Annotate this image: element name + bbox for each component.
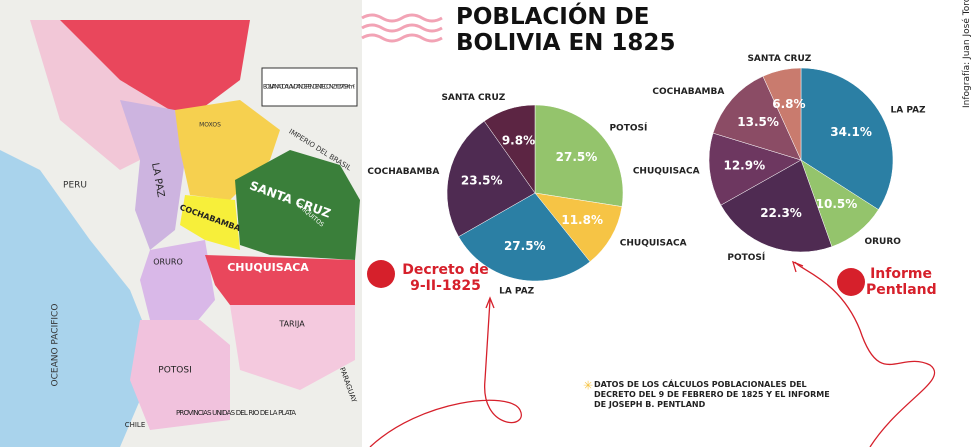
la-paz-region bbox=[120, 100, 185, 250]
note-icon: ✳ bbox=[583, 379, 593, 393]
arrows bbox=[369, 260, 936, 447]
value-label: 10.5% bbox=[816, 197, 858, 211]
chart-marker bbox=[367, 260, 395, 288]
map-label: POTOSI bbox=[158, 366, 191, 376]
map bbox=[0, 0, 362, 447]
pie-slice bbox=[800, 67, 894, 210]
category-label: SANTA CRUZ bbox=[441, 93, 505, 103]
cochabamba-region bbox=[180, 195, 240, 250]
value-label: 12.9% bbox=[723, 159, 765, 173]
category-label: LA PAZ bbox=[890, 106, 926, 116]
north-region bbox=[60, 20, 250, 110]
pie-slice bbox=[720, 159, 833, 253]
map-label: MOXOS bbox=[199, 122, 221, 129]
map-label: BOLIVIA NACIO A LA VIDA INDEPENDIENTE CO… bbox=[263, 84, 355, 91]
map-caption-box bbox=[261, 67, 358, 107]
map-label: OCEANO PACIFICO bbox=[51, 304, 61, 387]
pie-slice bbox=[534, 104, 624, 207]
category-label: POTOSÍ bbox=[609, 121, 648, 133]
category-label: LA PAZ bbox=[499, 287, 535, 297]
wave-icon bbox=[361, 13, 443, 43]
pie-slice bbox=[458, 192, 591, 282]
note: DATOS DE LOS CÁLCULOS POBLACIONALES DEL … bbox=[594, 380, 830, 409]
category-label: ORURO bbox=[864, 237, 901, 247]
ocean bbox=[0, 150, 150, 447]
map-label: CHUQUISACA bbox=[227, 261, 309, 274]
map-label: PROVINCIAS UNIDAS DEL RIO DE LA PLATA bbox=[176, 409, 296, 417]
value-label: 34.1% bbox=[830, 125, 872, 139]
title: POBLACIÓN DE BOLIVIA EN 1825 bbox=[456, 4, 676, 56]
chuquisaca-region bbox=[205, 255, 355, 305]
category-label: SANTA CRUZ bbox=[747, 54, 811, 64]
pie-slice bbox=[534, 192, 623, 263]
chart-title: Decreto de 9-II-1825 bbox=[402, 262, 489, 294]
santa-cruz-region bbox=[235, 150, 360, 260]
category-label: CHUQUISACA bbox=[633, 167, 700, 177]
map-label: PERU bbox=[63, 181, 87, 191]
value-label: 22.3% bbox=[760, 206, 802, 220]
value-label: 13.5% bbox=[737, 115, 779, 129]
category-label: COCHABAMBA bbox=[367, 167, 439, 177]
map-label: CHILE bbox=[125, 421, 146, 429]
value-label: 9.8% bbox=[502, 134, 535, 148]
pie-slice bbox=[446, 120, 536, 238]
potosi-region bbox=[130, 320, 230, 430]
chart-title: Informe Pentland bbox=[866, 266, 937, 298]
value-label: 6.8% bbox=[772, 97, 805, 111]
category-label: COCHABAMBA bbox=[652, 87, 724, 97]
pie-slice bbox=[483, 104, 536, 194]
credit: Infografía: Juan José Toro bbox=[962, 0, 972, 108]
chart-marker bbox=[837, 268, 865, 296]
category-label: CHUQUISACA bbox=[620, 239, 687, 249]
map-label: TARIJA bbox=[278, 320, 305, 329]
pie-slice bbox=[708, 132, 802, 206]
pie-slice bbox=[762, 67, 802, 161]
value-label: 27.5% bbox=[504, 239, 546, 253]
pie-slice bbox=[712, 75, 802, 161]
value-label: 11.8% bbox=[561, 213, 603, 227]
category-label: POTOSÍ bbox=[727, 251, 766, 263]
value-label: 27.5% bbox=[556, 150, 598, 164]
value-label: 23.5% bbox=[461, 174, 503, 188]
map-label: ORURO bbox=[153, 258, 183, 267]
tarija-region bbox=[230, 305, 355, 390]
oruro-region bbox=[140, 240, 215, 330]
